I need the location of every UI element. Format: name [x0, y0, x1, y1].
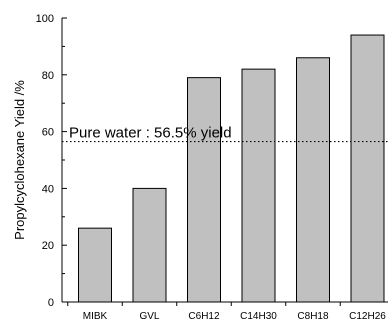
x-tick-label-gvl: GVL — [139, 311, 159, 322]
x-tick-label-mibk: MIBK — [83, 311, 108, 322]
reference-line-label: Pure water : 56.5% yield — [69, 125, 232, 142]
x-ticks-group: MIBK GVL C6H12 C14H30 C8H18 C12H26 — [68, 302, 387, 322]
bar-gvl — [133, 188, 166, 302]
bar-c12h26 — [351, 35, 384, 302]
y-tick-label: 60 — [42, 127, 54, 139]
bar-c8h18 — [297, 58, 330, 302]
y-axis-title-group: Propylcyclohexane Yield /% — [12, 80, 27, 240]
reference-line-group: Pure water : 56.5% yield — [62, 125, 388, 142]
y-tick-label: 0 — [48, 297, 54, 309]
bars-group — [79, 35, 385, 302]
y-tick-label: 40 — [42, 183, 54, 195]
x-tick-label-c12h26: C12H26 — [349, 311, 386, 322]
y-tick-label: 100 — [36, 13, 54, 25]
x-tick-label-c14h30: C14H30 — [240, 311, 277, 322]
y-tick-label: 20 — [42, 240, 54, 252]
x-tick-label-c6h12: C6H12 — [188, 311, 220, 322]
y-axis-title: Propylcyclohexane Yield /% — [12, 80, 27, 240]
bar-c14h30 — [242, 69, 275, 302]
x-tick-label-c8h18: C8H18 — [297, 311, 329, 322]
bar-mibk — [79, 228, 112, 302]
bar-c6h12 — [188, 78, 221, 302]
y-tick-label: 80 — [42, 70, 54, 82]
